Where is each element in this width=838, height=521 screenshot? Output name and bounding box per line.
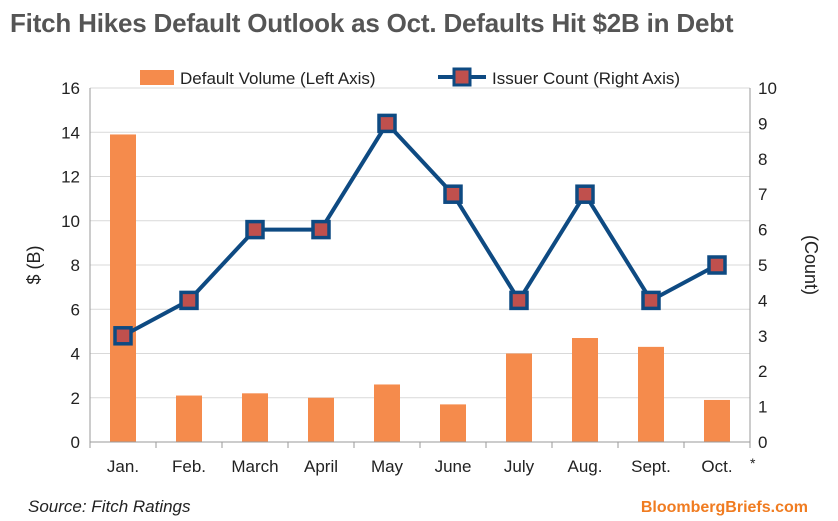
issuer-count-point	[641, 290, 661, 311]
issuer-count-point	[377, 113, 397, 134]
y-right-tick-label: 10	[758, 79, 777, 98]
y-left-tick-label: 10	[61, 212, 80, 231]
footnote-mark: *	[750, 455, 756, 471]
x-tick-label: Aug.	[568, 457, 603, 476]
issuer-count-point	[245, 219, 265, 240]
y-left-tick-label: 16	[61, 79, 80, 98]
issuer-count-point	[113, 326, 133, 346]
x-tick-label: Sept.	[631, 457, 671, 476]
y-axis-right-label: (Count)	[801, 235, 821, 295]
y-left-tick-label: 4	[71, 345, 80, 364]
y-axis-left-label: $ (B)	[24, 245, 44, 284]
x-tick-label: April	[304, 457, 338, 476]
y-left-tick-label: 8	[71, 256, 80, 275]
bar	[506, 353, 532, 442]
bar	[638, 346, 664, 442]
bar	[110, 134, 136, 442]
x-tick-label: July	[504, 457, 535, 476]
legend-line-marker	[452, 67, 472, 87]
line-series	[113, 113, 727, 346]
issuer-count-point	[707, 255, 727, 275]
y-left-tick-label: 0	[71, 433, 80, 452]
bar	[308, 397, 334, 442]
bar	[704, 399, 730, 442]
y-right-tick-label: 5	[758, 256, 767, 275]
source-note: Source: Fitch Ratings	[28, 497, 191, 516]
bar	[440, 404, 466, 442]
x-tick-label: June	[435, 457, 472, 476]
x-tick-label: March	[231, 457, 278, 476]
issuer-count-point	[179, 290, 199, 311]
legend: Default Volume (Left Axis) Issuer Count …	[140, 67, 680, 88]
y-left-tick-label: 2	[71, 389, 80, 408]
bar	[572, 338, 598, 442]
issuer-count-point	[509, 290, 529, 311]
y-right-tick-label: 1	[758, 398, 767, 417]
axes	[89, 88, 751, 448]
y-left-tick-label: 14	[61, 123, 80, 142]
x-tick-label: Jan.	[107, 457, 139, 476]
issuer-count-point	[575, 184, 595, 204]
issuer-count-point	[443, 184, 463, 204]
x-tick-label: May	[371, 457, 404, 476]
legend-bar-swatch	[140, 70, 174, 85]
y-left-tick-label: 12	[61, 168, 80, 187]
y-right-tick-label: 0	[758, 433, 767, 452]
x-tick-label: Oct.	[701, 457, 732, 476]
y-right-tick-label: 7	[758, 185, 767, 204]
bar	[176, 395, 202, 442]
y-right-tick-label: 6	[758, 221, 767, 240]
issuer-count-line	[122, 121, 718, 338]
brand-logo: BloombergBriefs.com	[640, 499, 808, 516]
chart-title: Fitch Hikes Default Outlook as Oct. Defa…	[10, 8, 734, 38]
y-right-tick-label: 2	[758, 362, 767, 381]
bar	[374, 384, 400, 442]
y-right-tick-label: 8	[758, 150, 767, 169]
issuer-count-point	[311, 219, 331, 240]
legend-bar-label: Default Volume (Left Axis)	[180, 69, 376, 88]
bar-series	[110, 134, 730, 442]
y-right-tick-label: 9	[758, 114, 767, 133]
bar	[242, 393, 268, 442]
y-left-tick-label: 6	[71, 300, 80, 319]
x-tick-label: Feb.	[172, 457, 206, 476]
y-right-tick-label: 3	[758, 327, 767, 346]
legend-line-label: Issuer Count (Right Axis)	[492, 69, 680, 88]
y-right-tick-label: 4	[758, 291, 767, 310]
